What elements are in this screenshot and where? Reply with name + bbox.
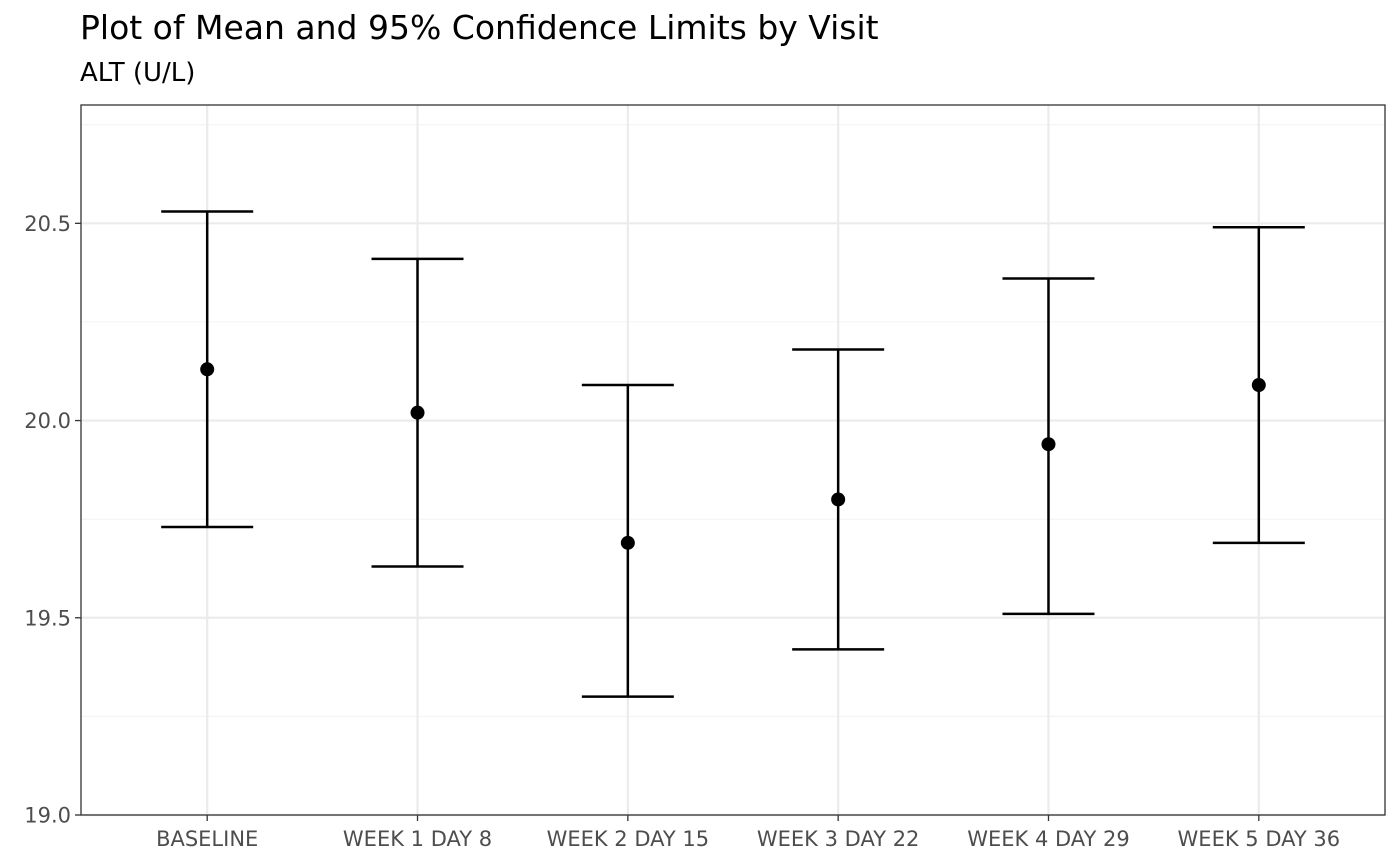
mean-point xyxy=(620,535,635,550)
mean-point xyxy=(831,492,846,507)
x-tick-label: WEEK 2 DAY 15 xyxy=(547,827,710,851)
x-tick-label: WEEK 5 DAY 36 xyxy=(1178,827,1341,851)
x-tick-label: WEEK 1 DAY 8 xyxy=(343,827,492,851)
y-tick-label: 20.5 xyxy=(24,212,71,236)
mean-point xyxy=(200,362,215,377)
y-tick-label: 20.0 xyxy=(24,409,71,433)
chart-subtitle: ALT (U/L) xyxy=(80,58,196,88)
x-tick-label: BASELINE xyxy=(156,827,258,851)
x-tick-label: WEEK 3 DAY 22 xyxy=(757,827,920,851)
mean-point xyxy=(1041,437,1056,452)
mean-point xyxy=(1251,378,1266,393)
mean-point xyxy=(410,405,425,420)
axis-layer: 19.0 19.5 20.0 20.5 BASELINE WEEK 1 DAY 8 WEEK… xyxy=(24,212,1340,851)
panel-border xyxy=(80,104,1386,816)
chart-title: Plot of Mean and 95% Confidence Limits b… xyxy=(80,8,879,47)
marks-layer xyxy=(161,210,1305,698)
x-tick-label: WEEK 4 DAY 29 xyxy=(967,827,1130,851)
grid-layer xyxy=(81,105,1385,817)
y-tick-label: 19.5 xyxy=(24,606,71,630)
y-tick-label: 19.0 xyxy=(24,804,71,828)
